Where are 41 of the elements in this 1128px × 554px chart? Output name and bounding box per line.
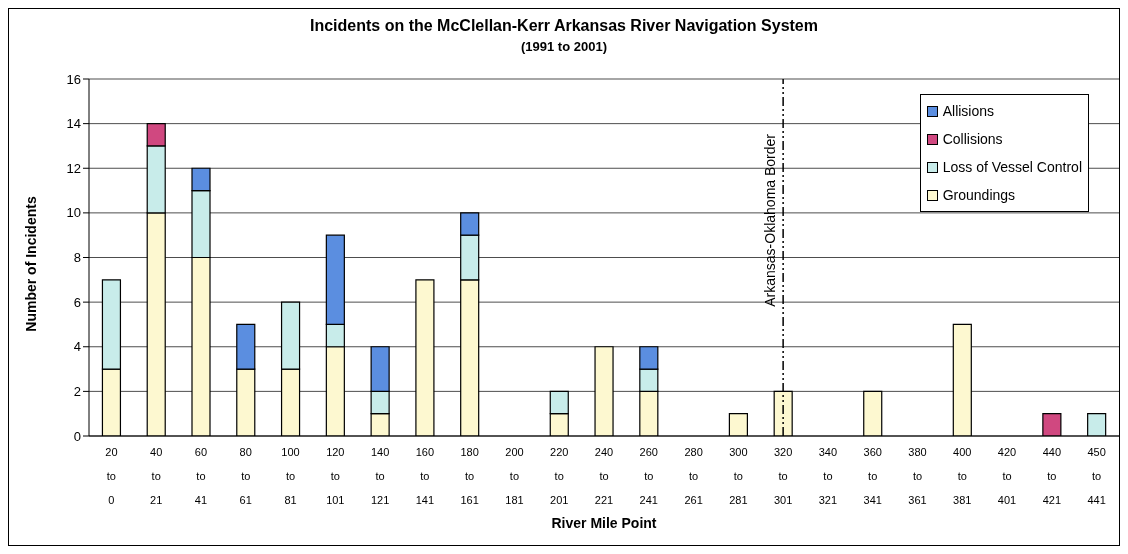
chart-subtitle: (1991 to 2001) — [520, 39, 608, 54]
y-tick-label: 2 — [73, 383, 81, 399]
x-tick-label: 220 to 201 — [550, 446, 569, 506]
y-tick-label: 4 — [73, 339, 81, 355]
y-tick-label: 0 — [73, 428, 81, 444]
x-tick-label: 450 to 441 — [1087, 446, 1106, 506]
x-tick-label: 140 to 121 — [370, 446, 390, 506]
x-tick-label: 280 to 261 — [684, 446, 703, 506]
x-tick-label: 120 to 101 — [326, 446, 345, 506]
x-tick-label: 400 to 381 — [953, 446, 972, 506]
x-tick-label: 320 to 301 — [773, 446, 793, 506]
x-tick-label: 160 to 141 — [415, 446, 435, 506]
x-tick-label: 300 to 281 — [729, 446, 748, 506]
x-tick-label: 440 to 421 — [1042, 446, 1062, 506]
y-tick-label: 6 — [73, 294, 81, 310]
y-tick-label: 16 — [66, 71, 81, 87]
x-tick-label: 100 to 81 — [281, 446, 300, 506]
y-tick-label: 10 — [66, 205, 81, 221]
x-tick-label: 180 to 161 — [460, 446, 479, 506]
x-tick-label: 240 to 221 — [594, 446, 614, 506]
x-tick-label: 40 to 21 — [150, 446, 163, 506]
y-tick-label: 12 — [66, 160, 81, 176]
legend-label: Groundings — [941, 186, 1017, 205]
y-tick-label: 8 — [73, 250, 81, 266]
x-tick-label: 360 to 341 — [863, 446, 882, 506]
legend-label: Loss of Vessel Control — [941, 158, 1082, 177]
x-tick-label: 60 to 41 — [194, 446, 208, 506]
x-tick-label: 380 to 361 — [908, 446, 927, 506]
chart-title: Incidents on the McClellan-Kerr Arkansas River Navigation System — [309, 17, 819, 35]
x-tick-label: 80 to 61 — [239, 446, 252, 506]
y-tick-label: 14 — [66, 116, 81, 132]
x-tick-label: 340 to 321 — [818, 446, 838, 506]
y-axis-title: Number of Incidents — [23, 196, 39, 332]
ref-line-label: Arkansas-Oklahoma Border — [762, 133, 779, 307]
x-tick-label: 260 to 241 — [639, 446, 658, 506]
x-axis-title: River Mile Point — [551, 515, 657, 531]
x-tick-label: 420 to 401 — [997, 446, 1017, 506]
x-tick-label: 200 to 181 — [505, 446, 524, 506]
x-tick-label: 20 to 0 — [105, 446, 118, 506]
legend-label: Allisions — [941, 102, 996, 121]
legend-label: Collisions — [941, 130, 1004, 149]
